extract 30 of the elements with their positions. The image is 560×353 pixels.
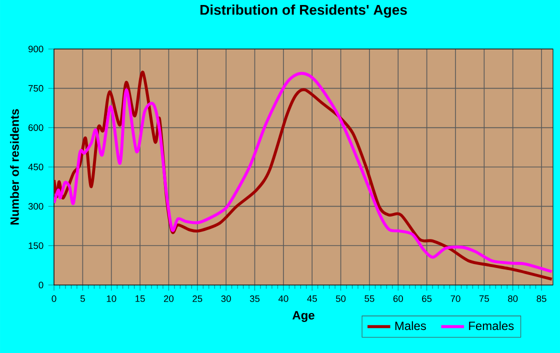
y-tick-label: 600 bbox=[28, 124, 44, 131]
x-tick-label: 80 bbox=[508, 295, 518, 302]
x-tick-label: 45 bbox=[307, 295, 317, 302]
x-tick-label: 40 bbox=[278, 295, 288, 302]
x-tick-label: 50 bbox=[336, 295, 346, 302]
y-tick-label: 300 bbox=[28, 203, 44, 210]
chart-title: Distribution of Residents' Ages bbox=[200, 4, 407, 18]
x-tick-label: 65 bbox=[422, 295, 432, 302]
x-tick-label: 35 bbox=[250, 295, 260, 302]
x-tick-label: 60 bbox=[393, 295, 403, 302]
x-tick-label: 85 bbox=[536, 295, 546, 302]
y-tick-label: 450 bbox=[28, 164, 44, 170]
x-tick-label: 5 bbox=[80, 295, 85, 302]
x-tick-label: 70 bbox=[450, 295, 460, 302]
x-tick-label: 10 bbox=[106, 295, 116, 302]
y-tick-label: 150 bbox=[28, 242, 44, 249]
legend-label: Males bbox=[395, 321, 426, 330]
x-tick-label: 55 bbox=[364, 295, 374, 302]
x-tick-label: 30 bbox=[221, 295, 231, 302]
x-tick-label: 15 bbox=[136, 295, 145, 302]
legend-label: Females bbox=[469, 321, 514, 330]
y-axis-title: Number of residents bbox=[10, 109, 19, 225]
y-tick-label: 750 bbox=[28, 85, 44, 92]
x-tick-label: 75 bbox=[479, 295, 489, 302]
x-axis-title: Age bbox=[292, 311, 314, 322]
x-tick-label: 20 bbox=[164, 295, 174, 302]
y-tick-label: 900 bbox=[28, 46, 44, 52]
x-tick-label: 0 bbox=[52, 295, 56, 302]
x-tick-label: 25 bbox=[192, 295, 202, 302]
y-tick-label: 0 bbox=[38, 282, 44, 288]
